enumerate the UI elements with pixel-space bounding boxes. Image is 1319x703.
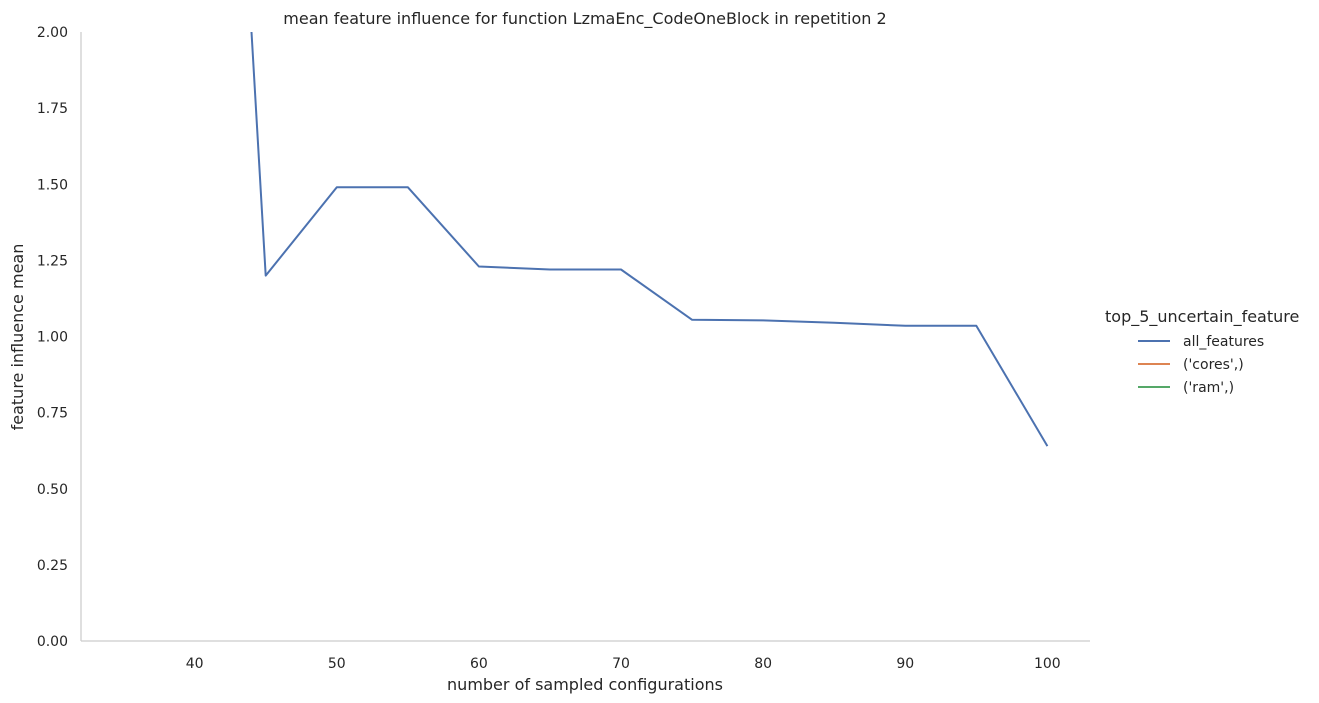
x-tick-labels: 40 50 60 70 80 90 100 [186, 656, 1061, 672]
x-axis-label: number of sampled configurations [447, 675, 723, 694]
y-tick-label: 0.25 [37, 558, 68, 574]
series-layer [250, 31, 1049, 447]
x-tick-label: 70 [612, 656, 630, 672]
y-tick-label: 1.75 [37, 101, 68, 117]
x-tick-label: 100 [1034, 656, 1061, 672]
y-tick-label: 2.00 [37, 25, 68, 41]
x-tick-label: 50 [328, 656, 346, 672]
x-tick-label: 60 [470, 656, 488, 672]
legend-label-1: ('cores',) [1183, 357, 1244, 373]
series-line-0 [250, 31, 1049, 447]
legend-items: all_features ('cores',) ('ram',) [1138, 334, 1264, 396]
legend-title: top_5_uncertain_feature [1105, 307, 1299, 327]
y-tick-label: 1.00 [37, 330, 68, 346]
chart-title: mean feature influence for function Lzma… [283, 9, 886, 29]
y-tick-label: 0.50 [37, 482, 68, 498]
x-tick-label: 80 [754, 656, 772, 672]
y-tick-label: 1.25 [37, 253, 68, 269]
legend-label-0: all_features [1183, 334, 1264, 350]
legend-label-2: ('ram',) [1183, 380, 1234, 396]
x-tick-label: 90 [896, 656, 914, 672]
y-tick-label: 0.00 [37, 634, 68, 650]
y-tick-label: 0.75 [37, 406, 68, 422]
y-tick-label: 1.50 [37, 177, 68, 193]
y-tick-labels: 0.00 0.25 0.50 0.75 1.00 1.25 1.50 1.75 2.00 [37, 25, 68, 650]
legend: top_5_uncertain_feature all_features ('co… [1105, 307, 1299, 396]
y-axis-label: feature influence mean [8, 244, 27, 431]
x-tick-label: 40 [186, 656, 204, 672]
